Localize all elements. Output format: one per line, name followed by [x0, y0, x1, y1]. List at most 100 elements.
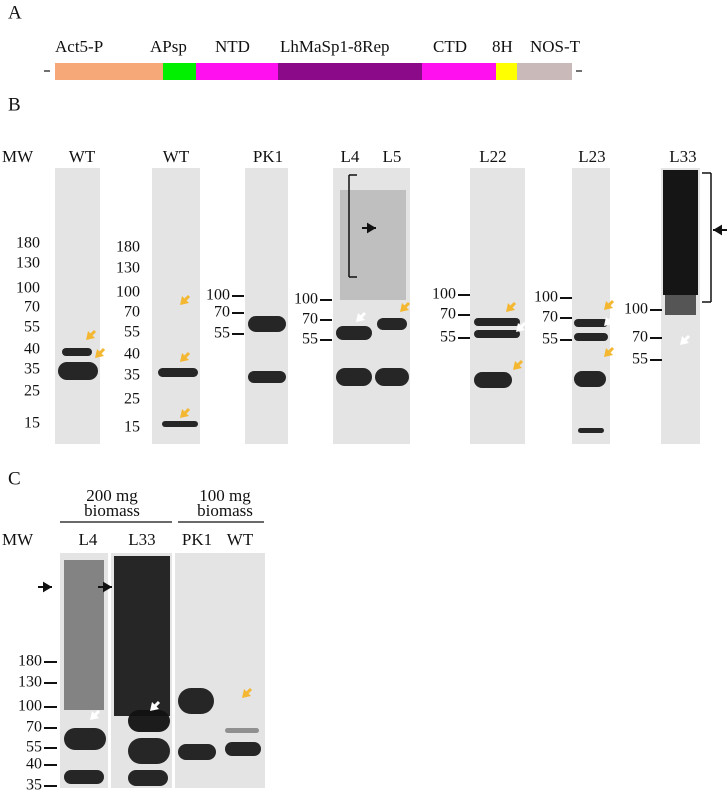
mw-marker: 100 [116, 284, 140, 301]
mw-marker: 70 [542, 309, 558, 326]
band [574, 319, 608, 327]
band [474, 330, 520, 338]
band [578, 428, 604, 433]
band [225, 728, 259, 733]
arrow-head [103, 581, 112, 593]
mw-marker: 35 [24, 361, 40, 378]
segment [422, 63, 496, 80]
band [64, 728, 106, 750]
panel-label: A [8, 2, 22, 23]
arrow-head [356, 313, 365, 322]
arrow-head [150, 702, 159, 711]
group-label: 200 mg [86, 486, 138, 505]
panel-label: C [8, 468, 21, 489]
arrow-head [95, 349, 104, 358]
mw-marker: 130 [18, 674, 42, 691]
mw-marker: 55 [214, 325, 230, 342]
lane-label: WT [227, 530, 254, 549]
arrow-head [43, 581, 52, 593]
lane-label: L33 [128, 530, 155, 549]
smear [663, 170, 698, 295]
band [574, 333, 608, 341]
mw-marker: 130 [16, 255, 40, 272]
segment [55, 63, 163, 80]
segment-label: NTD [215, 37, 250, 56]
segment [496, 63, 517, 80]
smear [665, 295, 696, 315]
mw-marker: 25 [24, 383, 40, 400]
mw-marker: 100 [534, 289, 558, 306]
segment [196, 63, 278, 80]
band [158, 368, 198, 377]
mw-marker: 55 [124, 324, 140, 341]
band [375, 368, 409, 386]
arrow-head [400, 303, 409, 312]
group-label: biomass [84, 501, 140, 520]
lane-label: L5 [383, 147, 402, 166]
mw-marker: 180 [116, 239, 140, 256]
band [62, 348, 92, 356]
arrow-head [180, 296, 189, 305]
band [225, 742, 261, 756]
group-label: 100 mg [199, 486, 251, 505]
band [474, 372, 512, 388]
lane-label: WT [69, 147, 96, 166]
mw-marker: 55 [542, 331, 558, 348]
lane-label: WT [163, 147, 190, 166]
mw-marker: 40 [24, 341, 40, 358]
lane-label: L4 [79, 530, 98, 549]
arrow-head [604, 317, 613, 326]
smear [340, 190, 406, 300]
arrow-head [180, 353, 189, 362]
arrow-head [180, 409, 189, 418]
lane-label: L23 [578, 147, 605, 166]
band [64, 770, 104, 784]
arrow-head [90, 711, 99, 720]
arrow-head [367, 222, 376, 234]
arrow-head [86, 331, 95, 340]
mw-marker: 55 [632, 351, 648, 368]
lane-label: L22 [479, 147, 506, 166]
arrow-head [680, 336, 689, 345]
mw-marker: 15 [24, 415, 40, 432]
mw-marker: 70 [124, 304, 140, 321]
band [377, 318, 407, 330]
segment-label: APsp [150, 37, 187, 56]
mw-marker: 15 [124, 419, 140, 436]
segment-label: NOS-T [530, 37, 581, 56]
lane-label: L4 [341, 147, 360, 166]
mw-marker: 70 [440, 306, 456, 323]
arrow-head [516, 323, 525, 332]
mw-marker: 180 [16, 235, 40, 252]
mw-marker: 35 [124, 367, 140, 384]
mw-marker: 100 [624, 301, 648, 318]
blot [470, 168, 525, 444]
mw-marker: 100 [206, 287, 230, 304]
arrow-head [506, 303, 515, 312]
band [248, 371, 286, 383]
mw-marker: 70 [26, 719, 42, 736]
mw-marker: 55 [302, 331, 318, 348]
band [248, 316, 286, 332]
band [128, 770, 168, 786]
mw-marker: 55 [24, 319, 40, 336]
band [128, 738, 170, 764]
mw-marker: 40 [124, 346, 140, 363]
mw-marker: 40 [26, 756, 42, 773]
band [178, 744, 216, 760]
band [178, 688, 214, 714]
group-label: biomass [197, 501, 253, 520]
mw-marker: 180 [18, 653, 42, 670]
mw-marker: 25 [124, 391, 140, 408]
mw-marker: 100 [432, 286, 456, 303]
mw-marker: 35 [26, 777, 42, 794]
arrow-head [604, 348, 613, 357]
smear [64, 560, 104, 710]
mw-marker: 100 [18, 698, 42, 715]
arrow-head [242, 689, 251, 698]
mw-marker: 70 [302, 311, 318, 328]
band [336, 326, 372, 340]
band [162, 421, 198, 427]
smear [114, 556, 170, 716]
